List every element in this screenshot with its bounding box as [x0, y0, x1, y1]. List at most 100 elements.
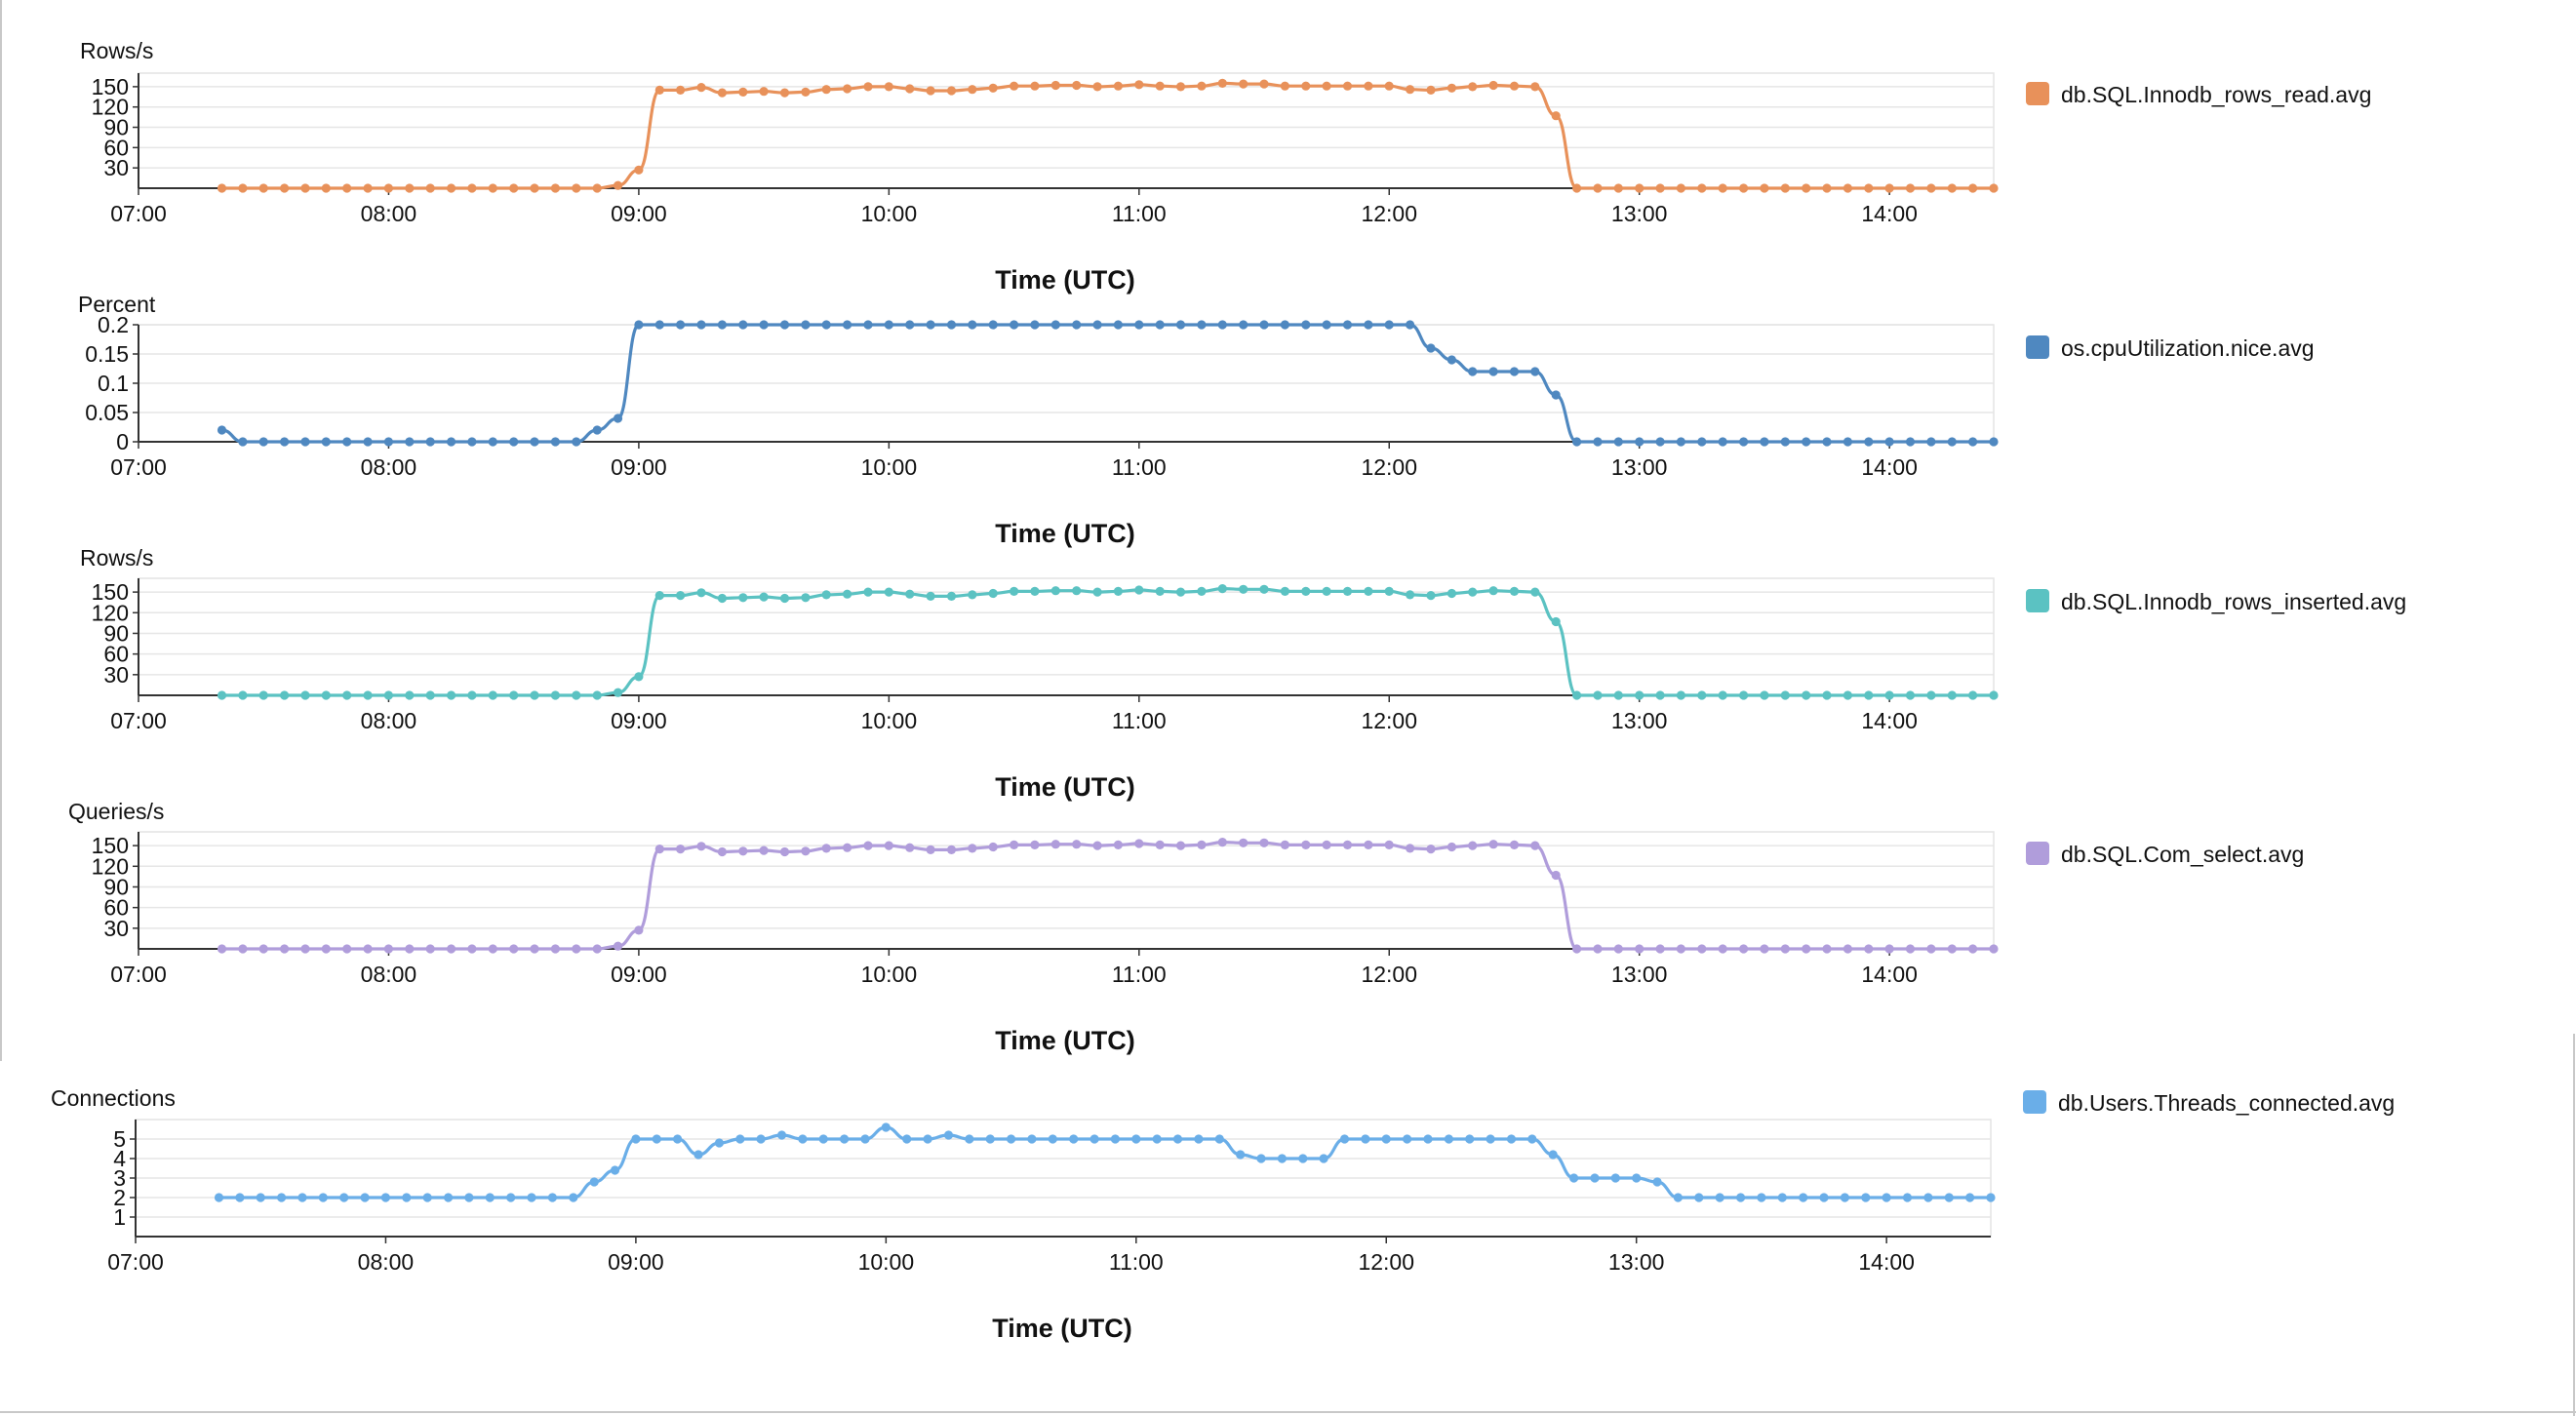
chart-panel-2: 0 0.05 0.1 0.15 0.2 07:00 08:00 09:00 10:00 11:00…	[78, 292, 2315, 548]
data-point	[258, 437, 268, 447]
data-point	[360, 1193, 370, 1202]
data-point	[383, 944, 393, 954]
legend-swatch	[2026, 335, 2049, 359]
data-point	[1822, 690, 1832, 700]
legend-label: os.cpuUtilization.nice.avg	[2061, 335, 2315, 361]
data-point	[1551, 111, 1561, 121]
data-point	[1406, 590, 1415, 600]
data-point	[1902, 1193, 1913, 1202]
data-point	[1802, 690, 1811, 700]
data-point	[840, 1134, 850, 1144]
data-point	[1423, 1134, 1433, 1144]
data-point	[467, 437, 477, 447]
data-point	[1090, 1134, 1099, 1144]
data-point	[256, 1193, 265, 1202]
data-point	[1259, 838, 1269, 847]
data-point	[467, 183, 477, 193]
data-point	[634, 925, 644, 935]
data-point	[884, 82, 893, 92]
data-point	[613, 180, 623, 190]
data-point	[1468, 841, 1478, 850]
data-point	[1092, 320, 1102, 330]
data-point	[509, 183, 519, 193]
data-point	[988, 83, 998, 93]
data-point	[1239, 79, 1248, 89]
data-point	[1259, 584, 1269, 594]
data-point	[717, 846, 728, 857]
data-point	[405, 690, 415, 700]
data-point	[1905, 944, 1916, 954]
data-point	[1697, 183, 1707, 193]
data-point	[1384, 320, 1394, 330]
data-point	[592, 425, 602, 435]
data-point	[1301, 586, 1311, 597]
data-point	[383, 437, 393, 447]
data-point	[1361, 1134, 1370, 1144]
data-point	[258, 183, 268, 193]
data-point	[277, 1193, 287, 1202]
data-point	[1780, 437, 1790, 447]
data-point	[1509, 840, 1520, 850]
y-tick-label: 5	[113, 1126, 126, 1152]
x-tick-label: 09:00	[611, 962, 667, 987]
data-point	[1155, 586, 1165, 597]
data-point	[569, 1193, 578, 1202]
data-point	[1322, 840, 1331, 850]
data-point	[821, 85, 831, 95]
data-point	[1155, 320, 1165, 330]
data-point	[1364, 81, 1373, 91]
data-point	[756, 1134, 766, 1144]
x-tick-label: 09:00	[611, 708, 667, 733]
data-point	[1718, 690, 1727, 700]
y-axis-unit-label: Connections	[51, 1085, 176, 1111]
data-point	[926, 320, 935, 330]
data-point	[654, 845, 664, 854]
x-tick-label: 14:00	[1861, 454, 1918, 480]
data-point	[714, 1138, 725, 1148]
data-point	[422, 1193, 432, 1202]
data-point	[1697, 944, 1707, 954]
data-point	[447, 437, 456, 447]
data-point	[1447, 83, 1456, 93]
data-point	[863, 841, 873, 850]
data-point	[1757, 1193, 1766, 1202]
data-point	[530, 437, 539, 447]
x-tick-label: 07:00	[110, 962, 167, 987]
data-point	[1968, 944, 1978, 954]
data-point	[342, 690, 352, 700]
data-point	[1007, 1134, 1016, 1144]
x-axis-title: Time (UTC)	[995, 1026, 1135, 1055]
data-point	[1802, 437, 1811, 447]
data-point	[1989, 690, 1999, 700]
data-point	[1259, 79, 1269, 89]
data-point	[1718, 437, 1727, 447]
data-point	[238, 183, 248, 193]
data-point	[1488, 586, 1498, 596]
data-point	[1655, 183, 1665, 193]
data-point	[464, 1193, 474, 1202]
data-point	[1239, 838, 1248, 847]
x-tick-label: 12:00	[1358, 1249, 1414, 1275]
data-point	[1152, 1134, 1162, 1144]
x-tick-label: 09:00	[611, 201, 667, 226]
data-point	[1155, 81, 1165, 91]
data-point	[1214, 1134, 1224, 1144]
data-point	[696, 320, 706, 330]
data-point	[1843, 183, 1852, 193]
data-point	[779, 593, 790, 604]
data-point	[300, 183, 310, 193]
data-point	[1194, 1134, 1204, 1144]
legend-label: db.SQL.Com_select.avg	[2061, 842, 2304, 867]
data-point	[1819, 1193, 1829, 1202]
data-point	[592, 183, 602, 193]
data-point	[1010, 840, 1019, 850]
data-point	[759, 87, 769, 97]
data-point	[1113, 586, 1123, 597]
data-point	[1923, 1193, 1933, 1202]
data-point	[843, 589, 852, 599]
data-point	[1175, 82, 1186, 92]
x-axis-title: Time (UTC)	[995, 265, 1135, 295]
data-point	[968, 85, 977, 95]
x-tick-label: 14:00	[1861, 962, 1918, 987]
data-point	[1217, 78, 1227, 88]
